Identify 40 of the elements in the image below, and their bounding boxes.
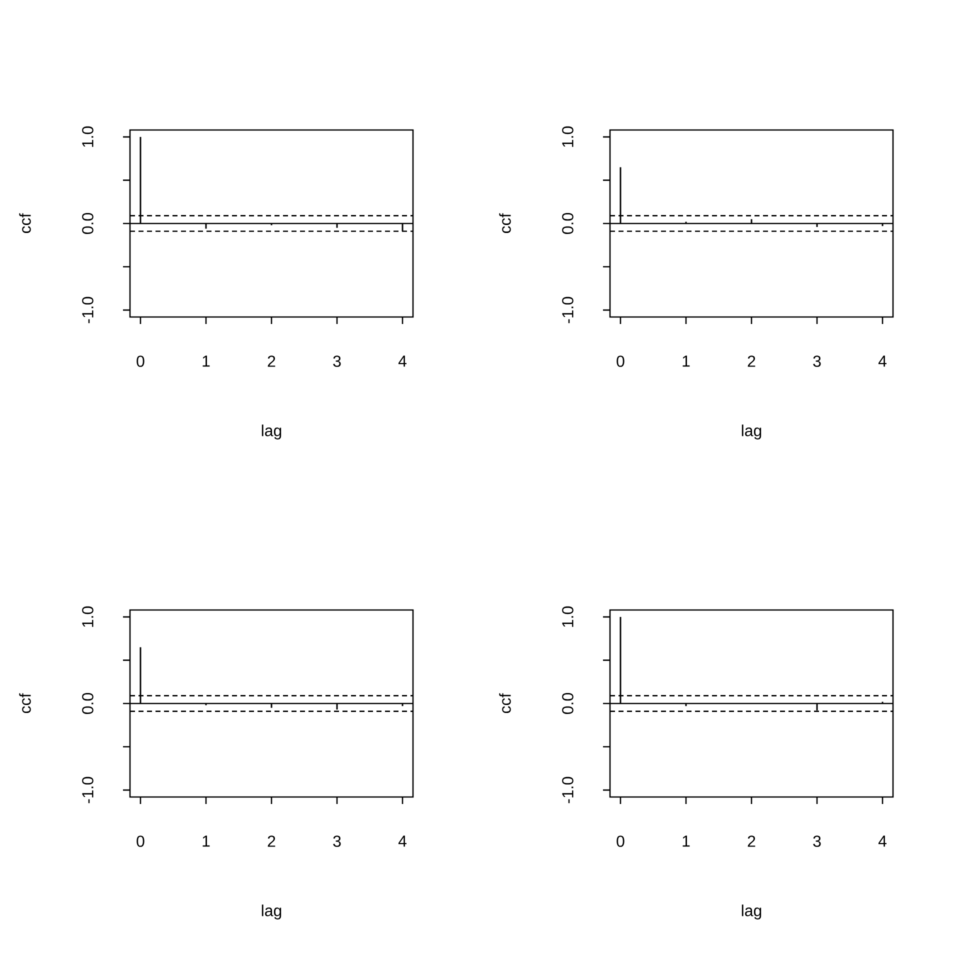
y-tick-label: 0.0 (82, 212, 94, 234)
x-tick-label: 4 (398, 356, 406, 367)
x-axis-title: lag (262, 904, 282, 920)
y-tick-label: -1.0 (82, 776, 94, 804)
x-tick-label: 4 (398, 836, 406, 847)
y-tick-label: 0.0 (562, 212, 574, 234)
y-axis-title: ccf (19, 693, 31, 714)
y-tick-label: 0.0 (562, 692, 574, 714)
x-tick-label: 1 (682, 836, 690, 847)
y-tick-label: -1.0 (562, 296, 574, 324)
x-tick-label: 1 (202, 836, 210, 847)
x-tick-label: 2 (268, 836, 276, 847)
x-tick-label: 2 (268, 356, 276, 367)
x-tick-label: 3 (813, 356, 821, 367)
x-tick-label: 1 (202, 356, 210, 367)
x-tick-label: 0 (616, 356, 624, 367)
x-axis-title: lag (742, 904, 762, 920)
x-tick-label: 2 (748, 356, 756, 367)
x-tick-label: 1 (682, 356, 690, 367)
x-tick-label: 4 (878, 836, 887, 847)
x-axis-title: lag (742, 424, 762, 440)
x-tick-label: 2 (748, 836, 756, 847)
y-axis-title: ccf (19, 213, 31, 234)
y-tick-label: 1.0 (82, 606, 94, 627)
y-tick-label: 1.0 (562, 126, 574, 147)
x-tick-label: 3 (333, 836, 341, 847)
y-tick-label: -1.0 (82, 296, 94, 324)
y-axis-title: ccf (499, 693, 511, 714)
x-tick-label: 0 (136, 356, 144, 367)
x-axis-title: lag (262, 424, 282, 440)
x-tick-label: 0 (616, 836, 624, 847)
y-tick-label: 1.0 (82, 126, 94, 147)
x-tick-label: 4 (878, 356, 887, 367)
y-tick-label: 0.0 (82, 692, 94, 714)
y-tick-label: -1.0 (562, 776, 574, 804)
x-tick-label: 0 (136, 836, 144, 847)
x-tick-label: 3 (813, 836, 821, 847)
x-tick-label: 3 (333, 356, 341, 367)
y-axis-title: ccf (499, 213, 511, 234)
y-tick-label: 1.0 (562, 606, 574, 627)
